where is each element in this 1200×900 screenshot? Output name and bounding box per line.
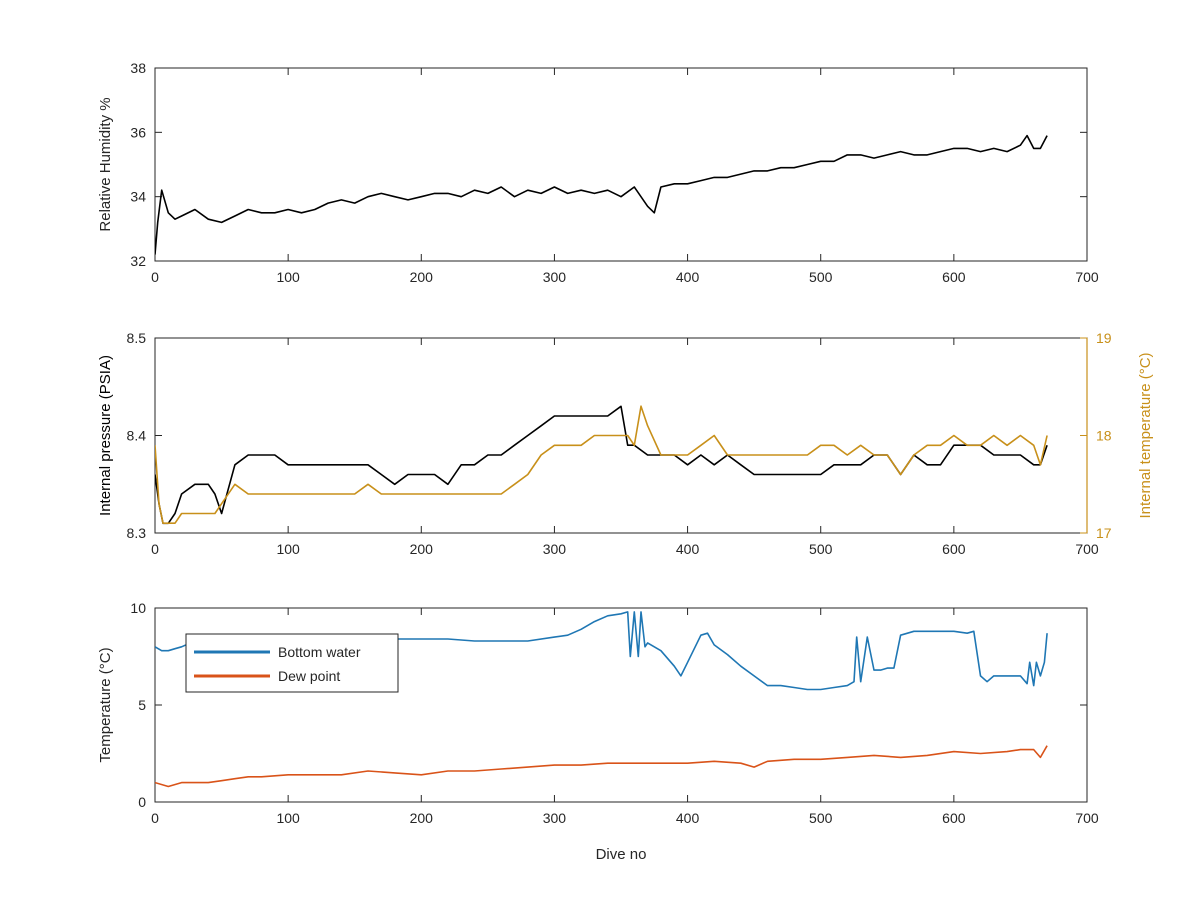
chart0-axes-box: [154, 67, 1088, 262]
chart2-ytick-label: 0: [138, 794, 146, 810]
chart2-xtick-label: 400: [676, 810, 700, 826]
chart1-ytick-label: 8.3: [127, 525, 147, 541]
chart2-xtick-label: 0: [151, 810, 159, 826]
chart2-ytick-label: 10: [130, 600, 146, 616]
chart1-y-label: Internal pressure (PSIA): [97, 355, 114, 516]
chart2-y-label: Temperature (°C): [97, 647, 114, 762]
chart1-y2-label: Internal temperature (°C): [1137, 352, 1154, 518]
chart1-ytick-label: 8.5: [127, 330, 147, 346]
chart1-ytick-label: 8.4: [127, 428, 147, 444]
chart1-y2tick-label: 19: [1096, 330, 1112, 346]
chart2-ytick-label: 5: [138, 697, 146, 713]
chart0-ytick-label: 32: [130, 253, 146, 269]
chart0-ytick-label: 38: [130, 60, 146, 76]
chart1-xtick-label: 0: [151, 541, 159, 557]
chart1-xtick-label: 500: [809, 541, 833, 557]
chart0-panel: 0 100 200 300 400 500 600 700 32 34 36 38 Relative H…: [97, 60, 1099, 285]
chart0-y-label: Relative Humidity %: [97, 97, 114, 231]
chart2-xtick-label: 600: [942, 810, 966, 826]
chart2-legend-label: Bottom water: [278, 644, 361, 660]
chart1-xtick-label: 100: [276, 541, 300, 557]
chart0-xtick-label: 400: [676, 269, 700, 285]
chart1-xtick-label: 700: [1075, 541, 1099, 557]
chart2-legend-label: Dew point: [278, 668, 340, 684]
chart2-legend: Bottom water Dew point: [185, 633, 399, 693]
chart2-x-label: Dive no: [596, 846, 647, 863]
chart0-series-line-0: [155, 134, 1048, 255]
chart2-xtick-label: 300: [543, 810, 567, 826]
chart1-xtick-label: 600: [942, 541, 966, 557]
chart1-xtick-label: 300: [543, 541, 567, 557]
chart0-ytick-label: 34: [130, 189, 146, 205]
chart0-xtick-label: 200: [410, 269, 434, 285]
chart0-xtick-label: 600: [942, 269, 966, 285]
chart2-xtick-label: 100: [276, 810, 300, 826]
chart0-xtick-label: 500: [809, 269, 833, 285]
chart0-ytick-label: 36: [130, 124, 146, 140]
chart1-series-line-1: [155, 405, 1048, 525]
chart1-y2tick-label: 18: [1096, 428, 1112, 444]
chart1-xtick-label: 400: [676, 541, 700, 557]
chart1-xtick-label: 200: [410, 541, 434, 557]
chart0-xtick-label: 700: [1075, 269, 1099, 285]
chart1-y2tick-label: 17: [1096, 525, 1112, 541]
chart2-series-dew-point: [155, 745, 1048, 788]
chart1-panel: 0 100 200 300 400 500 600 700 8.3 8.4 8.5 17 18 19 Int…: [97, 330, 1154, 557]
chart2-xtick-label: 200: [410, 810, 434, 826]
chart0-xtick-label: 100: [276, 269, 300, 285]
chart2-legend-box: [185, 633, 399, 693]
chart2-xtick-label: 700: [1075, 810, 1099, 826]
chart2-panel: 0 100 200 300 400 500 600 700 0 5 10 Temperature (°…: [97, 600, 1099, 863]
chart0-xtick-label: 300: [543, 269, 567, 285]
chart0-xtick-label: 0: [151, 269, 159, 285]
chart2-xtick-label: 500: [809, 810, 833, 826]
